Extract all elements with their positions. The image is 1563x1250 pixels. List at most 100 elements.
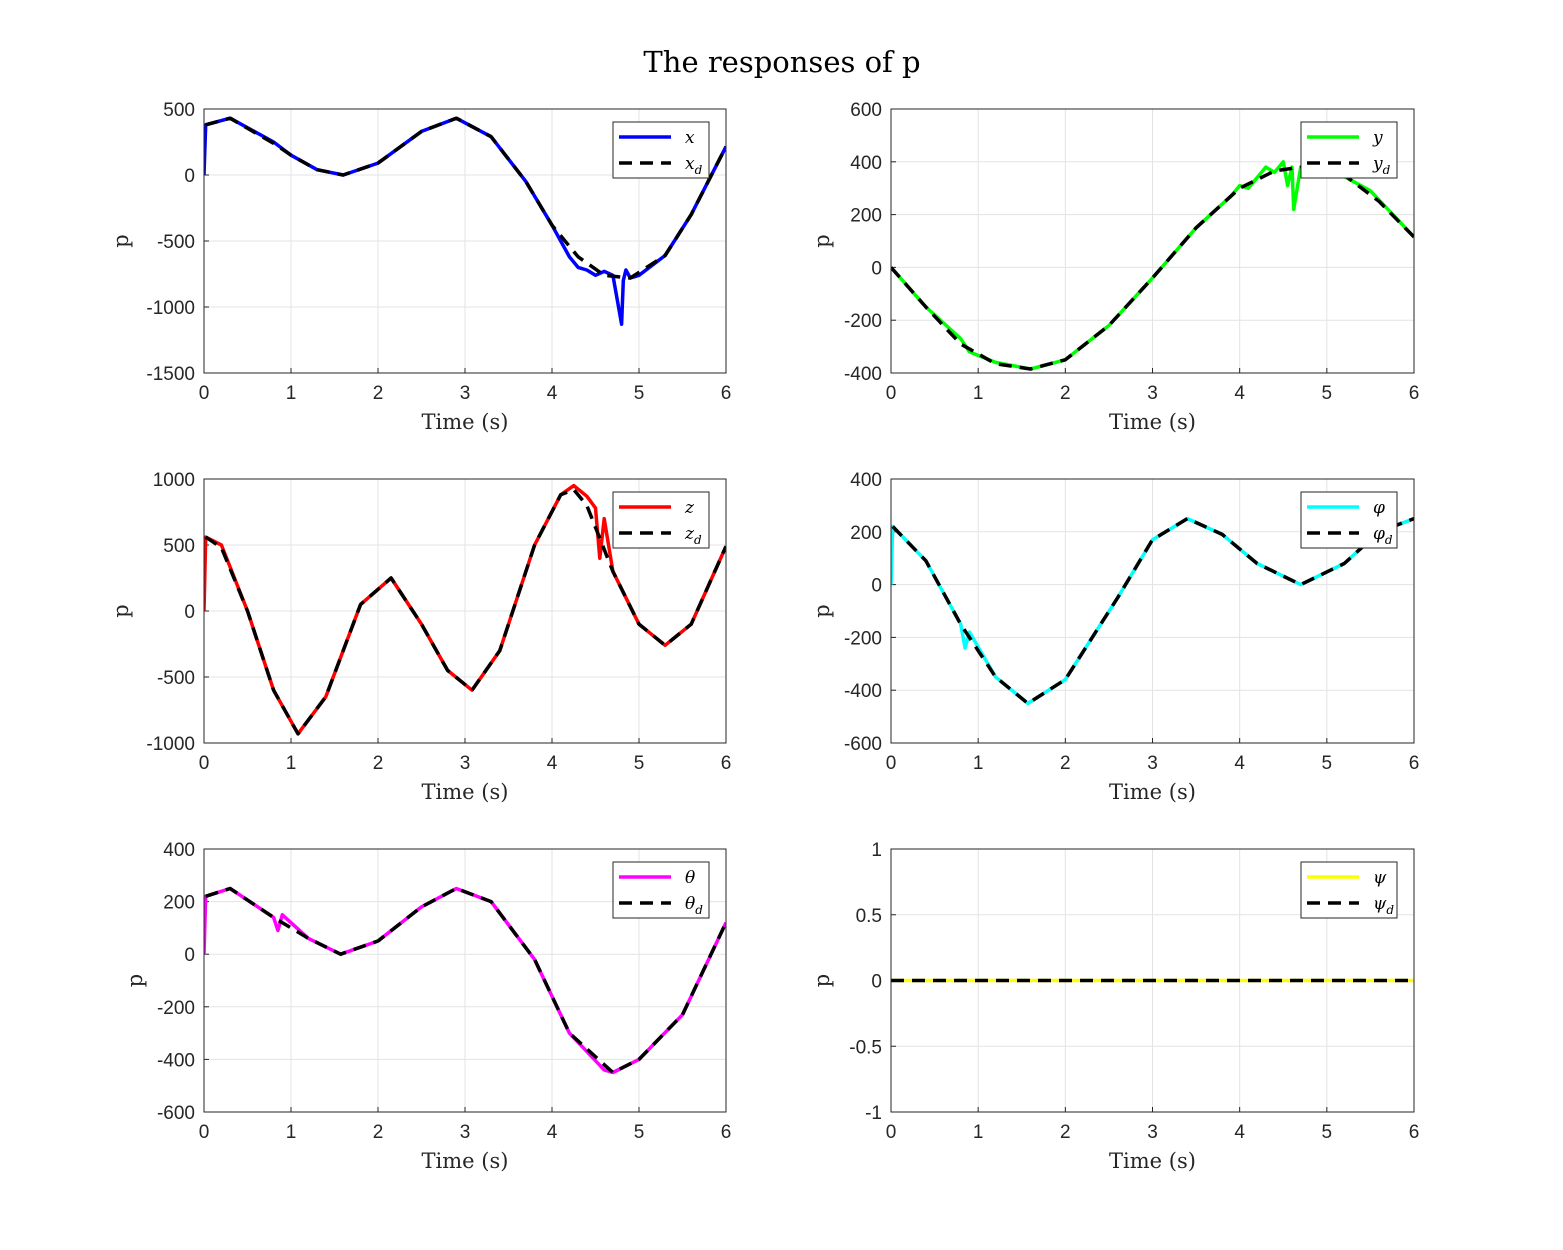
legend-box [1300,121,1398,179]
x-tick-label: 5 [1322,383,1333,404]
y-tick-label: 400 [850,153,882,174]
x-axis-label: Time (s) [1109,410,1196,434]
x-tick-label: 2 [373,1122,384,1143]
series-line-θ [204,886,726,1075]
axes-frame [890,478,1415,744]
series-line-x_d [205,116,726,280]
legend-entry-z: z [684,498,695,518]
x-tick-label: 4 [547,383,558,404]
x-tick-label: 0 [886,753,897,774]
series-group [891,516,1414,706]
x-tick-label: 4 [547,1122,558,1143]
series-group [204,483,726,736]
y-tick-label: 0 [184,602,195,623]
y-tick-label: 200 [163,893,195,914]
legend-entry-φ_d: φd [1373,524,1393,547]
x-tick-label: 2 [373,753,384,774]
x-axis-label: Time (s) [422,410,509,434]
x-tick-label: 2 [1060,1122,1071,1143]
y-tick-label: -200 [157,998,195,1019]
y-tick-label: 200 [850,206,882,227]
y-tick-label: 1 [871,840,882,861]
x-tick-label: 5 [634,1122,645,1143]
x-tick-label: 6 [1409,383,1420,404]
y-tick-label: -0.5 [849,1037,882,1058]
series-line-θ_d [205,886,726,1075]
axes-frame [203,848,727,1113]
x-tick-label: 1 [286,383,297,404]
x-tick-label: 2 [1060,383,1071,404]
y-tick-label: -1 [865,1103,882,1124]
x-tick-label: 1 [973,383,984,404]
y-tick-label: 500 [163,536,195,557]
y-tick-label: 0 [871,576,882,597]
y-tick-label: -1500 [146,364,195,385]
y-tick-label: 400 [850,470,882,491]
legend-entry-z_d: zd [684,524,702,547]
subplot-2: 0 1 2 3 4 5 6 -400 -200 0 200 400 600 Time (s) p y yd [810,100,1419,434]
x-tick-label: 5 [634,383,645,404]
y-tick-label: -1000 [146,734,195,755]
legend-entry-x: x [685,128,695,148]
y-tick-label: 400 [163,840,195,861]
x-tick-label: 4 [1234,1122,1245,1143]
series-line-φ_d [891,516,1414,706]
x-tick-label: 3 [1147,1122,1158,1143]
legend: ψ ψd [1300,861,1398,919]
series-group [204,886,726,1075]
y-tick-label: -400 [844,681,882,702]
x-tick-label: 3 [1147,383,1158,404]
y-tick-label: 0 [184,166,195,187]
x-tick-label: 2 [1060,753,1071,774]
x-tick-label: 6 [721,1122,732,1143]
legend-box [1300,491,1398,549]
legend: x xd [612,121,710,179]
x-tick-label: 0 [199,383,210,404]
y-tick-label: -500 [157,668,195,689]
x-tick-label: 1 [973,1122,984,1143]
axes-frame [890,108,1415,374]
legend-entry-x_d: xd [685,154,703,177]
legend: θ θd [612,861,710,919]
legend-box [1300,861,1398,919]
y-tick-label: -200 [844,628,882,649]
subplot-3: 0 1 2 3 4 5 6 -1000 -500 0 500 1000 Time (s) p z zd [109,470,731,804]
legend-entry-φ: φ [1373,498,1385,518]
y-axis-label: p [810,974,834,987]
y-tick-label: 0.5 [856,906,882,927]
subplot-6: 0 1 2 3 4 5 6 -1 -0.5 0 0.5 1 Time (s) p ψ ψd [810,840,1419,1173]
series-line-z_d [204,487,726,736]
x-tick-label: 3 [460,753,471,774]
axes-frame [203,478,727,744]
subplot-4: 0 1 2 3 4 5 6 -600 -400 -200 0 200 400 Time (s) p φ φd [810,470,1419,804]
x-axis-label: Time (s) [1109,1149,1196,1173]
y-tick-label: -600 [844,734,882,755]
axes-frame [203,108,727,374]
legend-entry-ψ_d: ψd [1373,894,1394,917]
x-tick-label: 5 [1322,1122,1333,1143]
legend-box [612,491,710,549]
y-tick-label: -600 [157,1103,195,1124]
y-axis-label: p [123,974,147,987]
y-tick-label: 200 [850,523,882,544]
x-tick-label: 0 [886,1122,897,1143]
y-tick-label: -400 [844,364,882,385]
legend: y yd [1300,121,1398,179]
figure-title: The responses of p [643,45,920,79]
series-group [204,116,726,326]
subplot-5: 0 1 2 3 4 5 6 -600 -400 -200 0 200 400 Time (s) p θ θd [123,840,731,1173]
x-axis-label: Time (s) [422,1149,509,1173]
x-tick-label: 6 [1409,753,1420,774]
y-tick-label: 0 [184,945,195,966]
y-tick-label: -1000 [146,298,195,319]
y-tick-label: -500 [157,232,195,253]
legend-entry-ψ: ψ [1373,868,1387,888]
x-tick-label: 0 [886,383,897,404]
x-tick-label: 3 [1147,753,1158,774]
x-tick-label: 2 [373,383,384,404]
x-axis-label: Time (s) [1109,780,1196,804]
legend-box [612,861,710,919]
legend-entry-y: y [1372,128,1383,148]
